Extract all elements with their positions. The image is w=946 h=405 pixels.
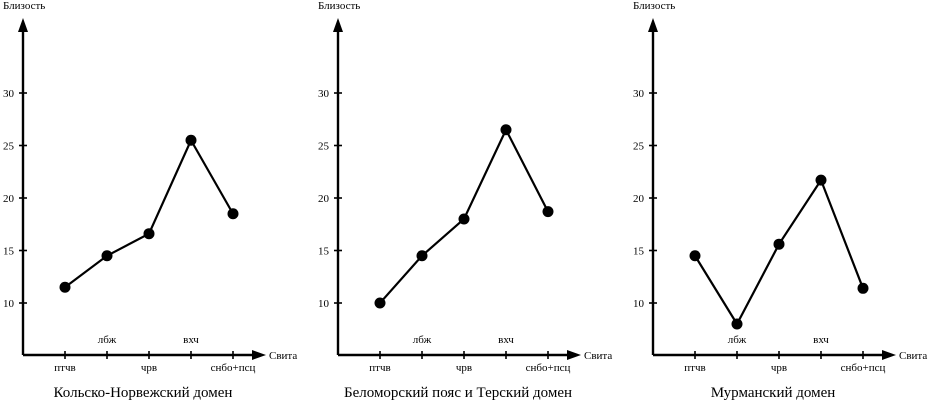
y-tick-label: 20 xyxy=(633,193,645,205)
data-point xyxy=(143,228,155,240)
chart-panel-3: Близость Свита 10 15 20 25 30 птчв лбж чрв вхч снбо… xyxy=(633,0,927,401)
x-axis-title: Свита xyxy=(584,350,612,362)
x-tick-label: птчв xyxy=(369,362,390,374)
chart-title: Беломорский пояс и Терский домен xyxy=(344,385,572,401)
y-axis-arrow xyxy=(648,18,658,32)
data-point xyxy=(815,174,827,186)
data-point xyxy=(773,238,785,250)
x-axis-title: Свита xyxy=(269,350,297,362)
x-tick-label: снбо+псц xyxy=(211,362,256,374)
data-point xyxy=(689,250,701,262)
series-line xyxy=(64,137,234,289)
y-axis-arrow xyxy=(18,18,28,32)
x-tick-label: лбж xyxy=(413,334,432,346)
data-point xyxy=(500,124,512,136)
y-tick-label: 30 xyxy=(318,88,330,100)
y-tick-label: 20 xyxy=(318,193,330,205)
data-point xyxy=(542,206,554,218)
chart-title: Мурманский домен xyxy=(711,385,836,401)
y-tick-label: 25 xyxy=(633,141,645,153)
y-tick-label: 25 xyxy=(3,141,15,153)
y-tick-label: 15 xyxy=(633,246,645,258)
x-axis-arrow xyxy=(567,350,581,360)
y-tick-label: 30 xyxy=(633,88,645,100)
x-tick-label: чрв xyxy=(771,362,787,374)
y-axis-title: Близость xyxy=(633,0,675,12)
y-axis-title: Близость xyxy=(3,0,45,12)
y-axis-title: Близость xyxy=(318,0,360,12)
series-line xyxy=(694,177,865,327)
y-tick-label: 15 xyxy=(3,246,15,258)
y-tick-label: 20 xyxy=(3,193,15,205)
chart-panel-1: Близость Свита 10 15 20 25 30 птчв лбж чрв вхч снбо… xyxy=(3,0,297,401)
data-point xyxy=(731,318,743,330)
x-tick-label: лбж xyxy=(98,334,117,346)
data-point xyxy=(227,208,239,220)
data-point xyxy=(458,213,470,225)
y-tick-label: 10 xyxy=(3,298,15,310)
x-axis-arrow xyxy=(882,350,896,360)
x-tick-label: чрв xyxy=(141,362,157,374)
x-tick-label: вхч xyxy=(498,334,514,346)
x-tick-label: птчв xyxy=(684,362,705,374)
data-point xyxy=(857,282,869,294)
x-tick-label: чрв xyxy=(456,362,472,374)
x-tick-label: лбж xyxy=(728,334,747,346)
chart-panel-2: Близость Свита 10 15 20 25 30 птчв лбж чрв вхч снбо… xyxy=(318,0,612,401)
x-axis-arrow xyxy=(252,350,266,360)
x-tick-label: птчв xyxy=(54,362,75,374)
x-axis-title: Свита xyxy=(899,350,927,362)
data-point xyxy=(101,250,113,262)
x-tick-label: вхч xyxy=(183,334,199,346)
y-tick-label: 30 xyxy=(3,88,15,100)
data-point xyxy=(416,250,428,262)
x-tick-label: вхч xyxy=(813,334,829,346)
data-point xyxy=(185,134,197,146)
x-tick-label: снбо+псц xyxy=(841,362,886,374)
data-point xyxy=(59,281,71,293)
y-tick-label: 25 xyxy=(318,141,330,153)
y-tick-label: 10 xyxy=(318,298,330,310)
chart-title: Кольско-Норвежский домен xyxy=(54,385,233,401)
y-tick-label: 15 xyxy=(318,246,330,258)
data-point xyxy=(374,297,386,309)
y-axis-arrow xyxy=(333,18,343,32)
x-tick-label: снбо+псц xyxy=(526,362,571,374)
y-tick-label: 10 xyxy=(633,298,645,310)
